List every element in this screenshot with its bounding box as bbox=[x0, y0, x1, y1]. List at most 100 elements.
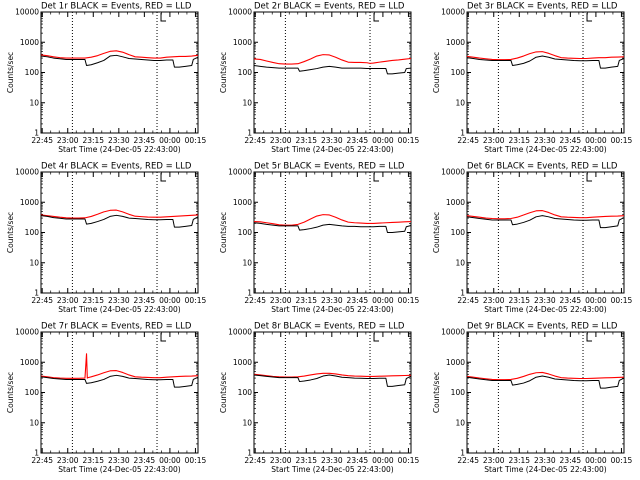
y-axis-label: Counts/sec bbox=[432, 52, 441, 93]
x-tick-label: 00:00 bbox=[372, 456, 394, 465]
x-tick-label: 23:30 bbox=[108, 136, 130, 145]
x-tick-label: 23:45 bbox=[347, 296, 369, 305]
chart-panel-7: Det 7r BLACK = Events, RED = LLD 1 10 100 10… bbox=[6, 322, 206, 475]
x-tick-label: 23:30 bbox=[534, 136, 556, 145]
plot-frame bbox=[466, 171, 625, 294]
x-tick-label: 22:45 bbox=[457, 136, 479, 145]
x-tick-label: 23:00 bbox=[270, 296, 292, 305]
x-tick-label: 23:00 bbox=[483, 136, 505, 145]
bracket-glyph bbox=[586, 13, 593, 22]
x-tick-label: 22:45 bbox=[31, 296, 53, 305]
series-black-events bbox=[466, 215, 625, 229]
x-tick-label: 00:15 bbox=[611, 296, 633, 305]
series-red-lld bbox=[40, 209, 199, 219]
x-axis-label: Start Time (24-Dec-05 22:43:00) bbox=[271, 305, 393, 314]
x-tick-label: 22:45 bbox=[244, 136, 266, 145]
x-tick-label: 00:15 bbox=[185, 296, 207, 305]
series-black-events bbox=[253, 65, 412, 75]
chart-panel-4: Det 4r BLACK = Events, RED = LLD 1 10 100 10… bbox=[6, 162, 206, 315]
x-tick-label: 23:15 bbox=[295, 296, 317, 305]
series-red-lld bbox=[253, 54, 412, 65]
x-tick-label: 23:15 bbox=[295, 136, 317, 145]
y-tick-label: 10 bbox=[29, 98, 39, 107]
y-tick-label: 1 bbox=[460, 449, 465, 458]
x-tick-label: 23:30 bbox=[108, 296, 130, 305]
x-tick-label: 23:15 bbox=[82, 136, 104, 145]
series-red-lld bbox=[466, 371, 625, 381]
bracket-glyph bbox=[160, 13, 167, 22]
x-tick-label: 22:45 bbox=[457, 456, 479, 465]
y-tick-label: 10000 bbox=[228, 168, 252, 177]
y-tick-label: 1000 bbox=[20, 38, 39, 47]
y-tick-label: 1 bbox=[34, 289, 39, 298]
chart-title: Det 2r BLACK = Events, RED = LLD bbox=[254, 2, 405, 12]
chart-panel-1: Det 1r BLACK = Events, RED = LLD 1 10 100 10… bbox=[6, 2, 206, 155]
y-tick-label: 1 bbox=[247, 129, 252, 138]
chart-title: Det 5r BLACK = Events, RED = LLD bbox=[254, 162, 405, 172]
x-tick-label: 00:00 bbox=[585, 296, 607, 305]
x-tick-label: 23:00 bbox=[57, 296, 79, 305]
x-tick-label: 00:00 bbox=[159, 456, 181, 465]
y-tick-label: 10 bbox=[242, 98, 252, 107]
y-tick-label: 10 bbox=[29, 258, 39, 267]
x-tick-label: 00:00 bbox=[372, 296, 394, 305]
y-tick-label: 10 bbox=[242, 258, 252, 267]
y-tick-label: 1 bbox=[247, 449, 252, 458]
y-tick-label: 100 bbox=[451, 228, 466, 237]
y-tick-label: 1 bbox=[247, 289, 252, 298]
y-tick-label: 10 bbox=[455, 98, 465, 107]
x-tick-label: 23:15 bbox=[508, 456, 530, 465]
series-black-events bbox=[253, 222, 412, 233]
x-tick-label: 23:00 bbox=[57, 136, 79, 145]
y-tick-label: 10000 bbox=[441, 8, 465, 17]
plot-frame bbox=[466, 11, 625, 134]
y-axis-label: Counts/sec bbox=[219, 372, 228, 413]
x-tick-label: 23:45 bbox=[347, 456, 369, 465]
x-tick-label: 23:00 bbox=[270, 136, 292, 145]
chart-panel-6: Det 6r BLACK = Events, RED = LLD 1 10 100 10… bbox=[432, 162, 632, 315]
series-black-events bbox=[40, 214, 199, 228]
x-tick-label: 23:30 bbox=[321, 136, 343, 145]
series-red-lld bbox=[466, 210, 625, 220]
x-tick-label: 23:30 bbox=[534, 456, 556, 465]
x-tick-label: 23:00 bbox=[483, 296, 505, 305]
y-tick-label: 10000 bbox=[441, 328, 465, 337]
y-axis-label: Counts/sec bbox=[6, 372, 15, 413]
x-tick-label: 00:15 bbox=[611, 456, 633, 465]
x-axis-label: Start Time (24-Dec-05 22:43:00) bbox=[58, 145, 180, 154]
y-tick-label: 10000 bbox=[441, 168, 465, 177]
series-black-events bbox=[466, 55, 625, 69]
chart-panel-2: Det 2r BLACK = Events, RED = LLD 1 10 100 10… bbox=[219, 2, 419, 155]
x-tick-label: 22:45 bbox=[31, 456, 53, 465]
x-tick-label: 23:30 bbox=[534, 296, 556, 305]
series-red-lld bbox=[253, 214, 412, 226]
x-tick-label: 23:15 bbox=[508, 296, 530, 305]
chart-panel-5: Det 5r BLACK = Events, RED = LLD 1 10 100 10… bbox=[219, 162, 419, 315]
chart-panel-8: Det 8r BLACK = Events, RED = LLD 1 10 100 10… bbox=[219, 322, 419, 475]
y-tick-label: 100 bbox=[451, 68, 466, 77]
series-red-lld bbox=[40, 353, 199, 379]
x-tick-label: 23:30 bbox=[108, 456, 130, 465]
x-tick-label: 22:45 bbox=[31, 136, 53, 145]
y-tick-label: 100 bbox=[238, 68, 253, 77]
x-tick-label: 00:00 bbox=[585, 136, 607, 145]
x-axis-label: Start Time (24-Dec-05 22:43:00) bbox=[271, 465, 393, 474]
y-axis-label: Counts/sec bbox=[432, 212, 441, 253]
y-tick-label: 100 bbox=[25, 68, 40, 77]
x-tick-label: 00:15 bbox=[398, 456, 420, 465]
x-tick-label: 23:00 bbox=[270, 456, 292, 465]
x-tick-label: 23:45 bbox=[134, 136, 156, 145]
bracket-glyph bbox=[373, 173, 380, 182]
plot-frame bbox=[40, 171, 199, 294]
x-tick-label: 23:00 bbox=[57, 456, 79, 465]
chart-title: Det 6r BLACK = Events, RED = LLD bbox=[467, 162, 618, 172]
x-tick-label: 23:45 bbox=[134, 456, 156, 465]
x-tick-label: 23:45 bbox=[560, 296, 582, 305]
x-tick-label: 23:15 bbox=[82, 456, 104, 465]
plot-frame bbox=[253, 331, 412, 454]
y-tick-label: 1000 bbox=[20, 358, 39, 367]
bracket-glyph bbox=[160, 333, 167, 342]
bracket-glyph bbox=[373, 13, 380, 22]
x-tick-label: 00:15 bbox=[398, 296, 420, 305]
